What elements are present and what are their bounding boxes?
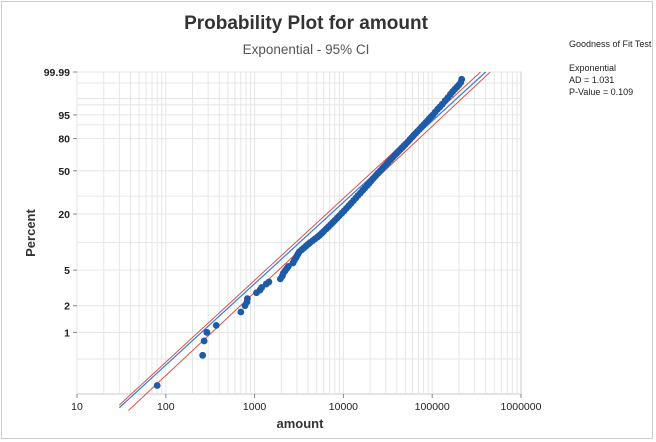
y-tick-label: 80 [58, 134, 70, 146]
x-tick-label: 100 [157, 401, 175, 413]
y-axis-ticks: 99.99 95 80 50 20 5 2 1 [44, 67, 77, 339]
data-point [212, 322, 220, 329]
chart-title: Probability Plot for amount [184, 13, 429, 34]
gof-distribution: Exponential [569, 63, 616, 73]
y-tick-label: 5 [64, 265, 70, 277]
y-tick-label: 95 [58, 110, 70, 122]
y-tick-label: 1 [64, 327, 70, 339]
grid [76, 71, 521, 394]
goodness-of-fit-panel: Goodness of Fit Test Exponential AD = 1.… [569, 39, 652, 97]
data-point [153, 382, 161, 389]
data-point [244, 295, 251, 303]
y-tick-label: 99.99 [44, 67, 70, 79]
y-axis-label: Percent [23, 208, 38, 256]
x-tick-label: 100000 [415, 401, 450, 413]
x-tick-label: 1000 [243, 401, 267, 413]
data-point [458, 75, 466, 83]
gof-heading: Goodness of Fit Test [569, 39, 652, 49]
data-point [203, 328, 211, 336]
x-axis-ticks: 10 100 1000 10000 100000 1000000 [71, 394, 542, 413]
data-point [237, 308, 245, 316]
data-point [199, 351, 207, 359]
chart-subtitle: Exponential - 95% CI [243, 42, 370, 57]
x-axis-label: amount [277, 416, 325, 431]
x-tick-label: 10 [71, 401, 83, 413]
data-point [200, 337, 208, 345]
x-tick-label: 10000 [329, 401, 358, 413]
x-tick-label: 1000000 [501, 401, 542, 413]
gof-ad: AD = 1.031 [569, 75, 614, 85]
gof-p-value: P-Value = 0.109 [569, 87, 633, 97]
plot-area [76, 71, 522, 395]
data-point [265, 278, 273, 286]
data-points [153, 75, 466, 389]
y-tick-label: 2 [64, 301, 70, 313]
y-tick-label: 20 [58, 209, 70, 221]
y-tick-label: 50 [58, 166, 70, 178]
